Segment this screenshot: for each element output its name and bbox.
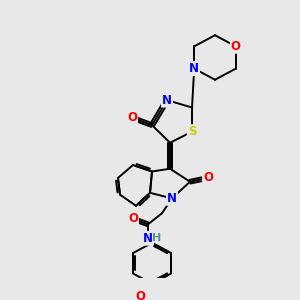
- Text: N: N: [143, 232, 153, 245]
- Text: S: S: [188, 125, 196, 138]
- Text: N: N: [189, 62, 199, 75]
- Text: N: N: [162, 94, 172, 106]
- Text: H: H: [152, 233, 162, 243]
- Text: N: N: [167, 192, 177, 205]
- Text: O: O: [135, 290, 145, 300]
- Text: O: O: [231, 40, 241, 53]
- Text: O: O: [127, 111, 137, 124]
- Text: O: O: [203, 172, 213, 184]
- Text: O: O: [128, 212, 138, 225]
